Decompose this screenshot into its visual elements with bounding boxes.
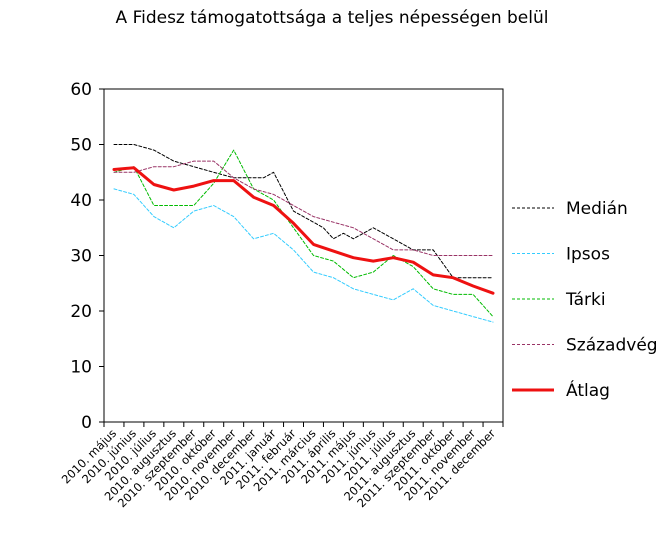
y-tick-label: 10 <box>70 358 92 378</box>
y-tick-label: 40 <box>70 191 92 211</box>
y-tick-label: 30 <box>70 247 92 267</box>
chart-title: A Fidesz támogatottsága a teljes népessé… <box>115 8 549 28</box>
y-tick-label: 60 <box>70 80 92 100</box>
y-tick-label: 20 <box>70 302 92 322</box>
legend-label-ipsos: Ipsos <box>566 245 610 265</box>
plot-border <box>103 88 504 423</box>
series-line-median <box>113 144 494 279</box>
legend: Medián Ipsos Tárki Századvég Átlag <box>512 199 658 401</box>
legend-label-median: Medián <box>566 199 628 219</box>
y-axis: 0 10 20 30 40 50 60 <box>70 80 104 433</box>
y-tick-label: 50 <box>70 136 92 156</box>
legend-label-szazadveg: Századvég <box>566 336 658 356</box>
series-line-atlag <box>112 166 495 295</box>
legend-label-tarki: Tárki <box>565 290 606 310</box>
series-line-szazadveg <box>113 160 494 256</box>
series-line-ipsos <box>113 188 494 323</box>
series-layer <box>112 144 495 323</box>
y-tick-label: 0 <box>81 413 92 433</box>
series-line-tarki <box>113 149 494 318</box>
plot-area <box>103 88 504 423</box>
legend-label-atlag: Átlag <box>566 379 610 401</box>
